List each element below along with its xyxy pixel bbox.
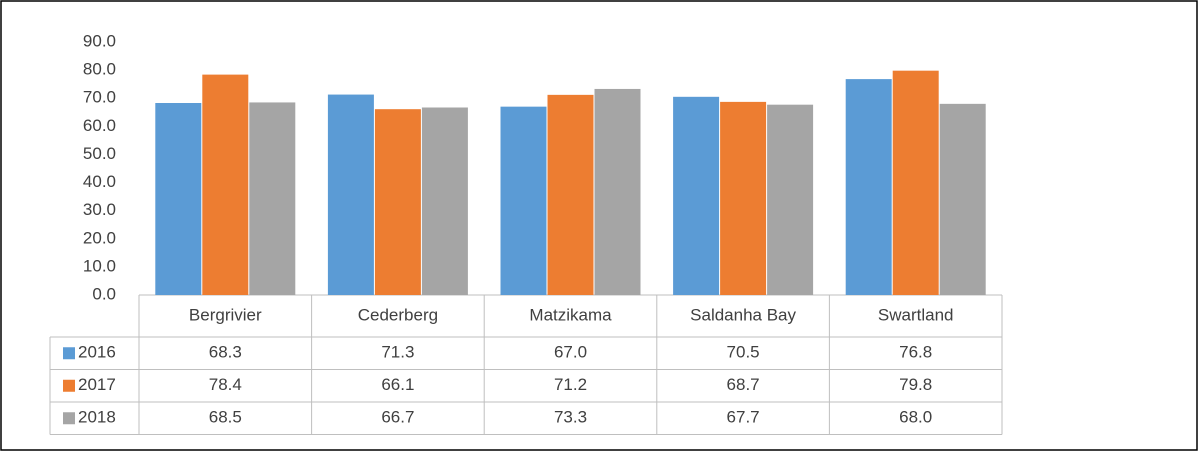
bar <box>202 74 249 295</box>
legend-label: 2017 <box>78 375 116 394</box>
legend-label: 2018 <box>78 408 116 427</box>
table-value: 71.2 <box>554 375 587 394</box>
legend-swatch <box>63 379 75 392</box>
y-tick-label: 30.0 <box>83 200 116 219</box>
table-value: 76.8 <box>899 343 932 362</box>
bar <box>421 107 468 295</box>
bar <box>547 94 594 295</box>
y-tick-label: 90.0 <box>83 31 116 50</box>
table-value: 79.8 <box>899 375 932 394</box>
table-value: 71.3 <box>381 343 414 362</box>
table-value: 66.7 <box>381 408 414 427</box>
y-tick-label: 60.0 <box>83 116 116 135</box>
bar <box>673 96 720 295</box>
table-value: 73.3 <box>554 408 587 427</box>
legend-label: 2016 <box>78 343 116 362</box>
bar <box>249 102 296 295</box>
y-tick-label: 0.0 <box>92 284 116 303</box>
x-tick-label: Bergrivier <box>189 305 262 324</box>
bar <box>327 94 374 295</box>
x-tick-label: Saldanha Bay <box>690 305 796 324</box>
x-tick-label: Cederberg <box>358 305 438 324</box>
y-tick-label: 40.0 <box>83 172 116 191</box>
y-tick-label: 10.0 <box>83 256 116 275</box>
bar <box>594 88 641 295</box>
bar <box>845 79 892 296</box>
table-value: 67.0 <box>554 343 587 362</box>
bar <box>500 106 547 296</box>
bar <box>155 103 202 295</box>
legend-swatch <box>63 412 75 425</box>
table-value: 68.3 <box>209 343 242 362</box>
table-value: 67.7 <box>727 408 760 427</box>
table-value: 68.5 <box>209 408 242 427</box>
y-tick-label: 50.0 <box>83 144 116 163</box>
bar <box>892 70 939 295</box>
table-value: 68.0 <box>899 408 932 427</box>
legend-swatch <box>63 347 75 360</box>
table-value: 68.7 <box>727 375 760 394</box>
table-value: 66.1 <box>381 375 414 394</box>
x-tick-label: Swartland <box>878 305 954 324</box>
table-value: 78.4 <box>209 375 242 394</box>
bar <box>939 103 986 295</box>
x-tick-label: Matzikama <box>529 305 612 324</box>
y-tick-label: 20.0 <box>83 228 116 247</box>
y-tick-label: 80.0 <box>83 60 116 79</box>
bar <box>767 104 814 295</box>
y-tick-label: 70.0 <box>83 88 116 107</box>
bar <box>720 101 767 295</box>
table-value: 70.5 <box>727 343 760 362</box>
bar <box>374 109 421 296</box>
